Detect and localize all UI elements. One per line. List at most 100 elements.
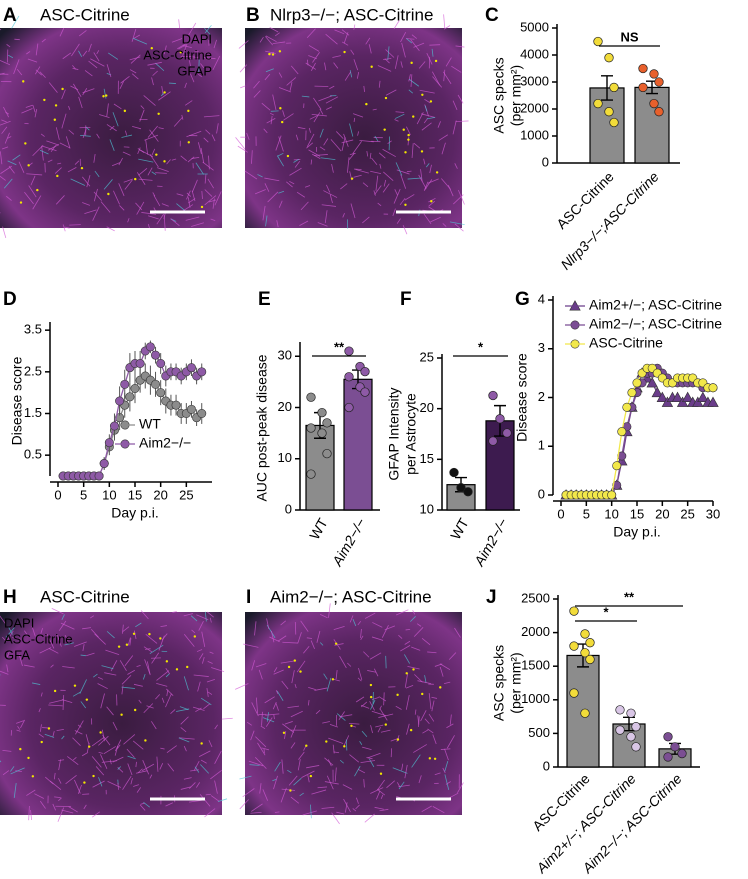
fiber [56,728,64,731]
fiber [180,55,196,58]
fiber [129,69,137,74]
x-tick-label: 15 [128,487,142,502]
fiber [297,759,301,771]
fiber [142,673,146,680]
speck [19,201,23,204]
fiber [410,616,416,622]
panel-letter: D [3,289,17,310]
speck [421,93,424,96]
fiber [280,787,287,803]
fiber [155,172,167,174]
fiber [180,716,189,725]
fiber [182,44,187,56]
fiber [275,135,282,151]
fiber [195,162,204,175]
image-title: ASC-Citrine [40,5,130,24]
fiber [394,119,399,122]
data-point [344,346,354,356]
fiber [38,708,41,713]
speck [107,192,110,196]
fiber [13,59,20,75]
channel-label: GFAP [177,63,212,78]
data-point [171,400,181,410]
fiber [1,146,9,150]
fiber [398,781,405,790]
fiber [91,811,101,818]
fiber [107,781,121,788]
micrograph [0,612,222,815]
fiber [417,680,432,684]
fiber [103,179,113,190]
speck [407,138,410,141]
fiber [393,188,401,204]
fiber [261,102,271,111]
fiber [176,193,184,196]
fiber [160,92,165,97]
fiber [127,763,133,776]
y-tick-label: 15 [420,451,434,466]
fiber [355,169,369,174]
fiber [400,32,407,43]
fiber [112,721,118,731]
fiber [199,750,211,757]
speck [365,102,368,106]
fiber [121,686,135,689]
fiber [412,610,416,615]
fiber [110,660,118,672]
fiber [155,694,161,700]
data-point [649,69,659,79]
fiber [202,657,205,664]
fiber [442,767,446,774]
data-point [646,377,658,388]
fiber [334,643,344,646]
data-point [663,752,673,762]
y-tick-label: 1000 [521,691,550,706]
fiber [326,106,333,110]
fiber [95,766,105,776]
fiber [136,665,141,667]
speck [404,203,407,207]
speck [134,177,137,181]
channel-label: DAPI [182,31,212,46]
speck [73,684,77,687]
fiber [131,29,137,42]
fiber [207,661,213,664]
fiber [0,28,2,31]
data-point [626,708,636,718]
x-tick-label: 20 [655,506,669,521]
fiber [274,32,280,37]
fiber [173,117,183,127]
fiber [84,209,97,214]
fiber [157,167,169,173]
fiber [145,634,158,644]
fiber [343,32,349,44]
micrograph [245,28,462,228]
speck [370,65,373,68]
fiber [214,724,218,730]
panel-letter: A [3,5,17,26]
fiber [7,136,12,139]
x-tick-label: Aim2−/− [328,515,368,569]
fiber [120,75,130,84]
fiber [251,150,253,164]
fiber [121,685,124,695]
fiber [306,133,315,147]
fiber [78,30,87,37]
fiber [99,114,110,119]
fiber [429,44,441,46]
fiber [203,703,211,710]
data-point [580,648,590,658]
y-axis-label: per Astrocyte [403,393,419,475]
speck [412,668,415,671]
fiber [287,705,300,709]
fiber [333,62,339,69]
fiber [363,85,365,92]
fiber [90,58,105,67]
fiber [165,673,170,678]
fiber [355,804,360,810]
fiber [20,719,26,729]
fiber [248,760,264,767]
fiber [122,151,131,156]
fiber [392,208,396,217]
fiber [358,668,363,681]
